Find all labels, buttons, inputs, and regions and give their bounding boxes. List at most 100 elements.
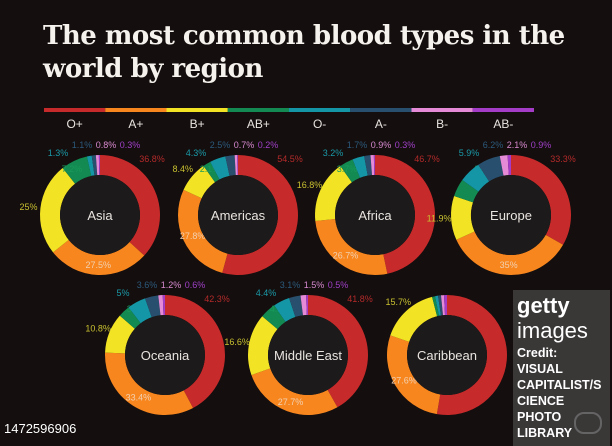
credit-text: Credit: VISUAL CAPITALIST/SCIENCE PHOTO L… <box>517 346 602 440</box>
data-label: 0.3% <box>120 140 141 150</box>
segment-AB- <box>162 295 165 316</box>
segment-A- <box>437 295 443 316</box>
data-label: 3.7% <box>337 164 358 174</box>
donut-hole <box>471 175 551 255</box>
segment-A+ <box>53 239 145 276</box>
segment-A+ <box>387 335 441 415</box>
segment-A- <box>364 155 372 176</box>
image-id: 1472596906 <box>4 421 77 436</box>
segment-AB+ <box>62 156 92 184</box>
data-label: 16.8% <box>297 180 323 190</box>
region-label: Americas <box>211 208 266 223</box>
data-label: 27.8% <box>180 231 206 241</box>
data-label: 3.2% <box>323 148 344 158</box>
legend-label: O+ <box>66 117 82 131</box>
donut-hole <box>60 175 140 255</box>
data-label: 2.5% <box>210 140 231 150</box>
segment-B+ <box>105 315 135 354</box>
segment-B+ <box>390 296 438 342</box>
legend-swatch-B+ <box>166 108 228 112</box>
data-label: 35% <box>500 260 518 270</box>
data-label: 27.7% <box>278 397 304 407</box>
segment-B+ <box>451 196 475 240</box>
data-label: 42.3% <box>204 294 230 304</box>
segment-O+ <box>308 295 369 408</box>
segment-B+ <box>39 168 76 253</box>
data-label: 46.7% <box>414 154 440 164</box>
legend-swatch-O- <box>289 108 351 112</box>
segment-B- <box>499 155 509 176</box>
donut-hole <box>335 175 415 255</box>
legend-label: AB- <box>493 117 513 131</box>
data-label: 27.5% <box>86 260 112 270</box>
getty-watermark: getty images Credit: VISUAL CAPITALIST/SCI… <box>513 290 610 446</box>
donut-hole <box>407 315 487 395</box>
legend-swatch-A+ <box>105 108 167 112</box>
segment-AB+ <box>432 296 440 317</box>
segment-O+ <box>100 155 161 256</box>
data-label: 1.2% <box>161 280 182 290</box>
data-label: 11.9% <box>427 214 452 224</box>
legend-label: B+ <box>190 117 205 131</box>
segment-O+ <box>222 155 298 275</box>
donut-middle-east: 41.8%27.7%16.6%4.3%4.4%3.1%1.5%0.5%Middl… <box>224 280 373 416</box>
region-label: Middle East <box>274 348 342 363</box>
region-label: Europe <box>490 208 532 223</box>
data-label: 3.6% <box>137 280 158 290</box>
data-label: 2.1% <box>507 140 528 150</box>
segment-A- <box>289 295 303 318</box>
segment-B- <box>95 155 100 176</box>
data-label: 0.6% <box>185 280 206 290</box>
segment-AB- <box>237 155 238 176</box>
data-label: 25% <box>19 202 37 212</box>
segment-AB+ <box>340 159 361 183</box>
segment-O- <box>352 155 368 178</box>
data-label: 4.4% <box>256 288 277 298</box>
data-label: 33.4% <box>126 392 152 402</box>
segment-A+ <box>105 352 194 415</box>
region-label: Oceania <box>141 348 190 363</box>
data-label: 5.9% <box>459 148 480 158</box>
data-label: 10.8% <box>85 323 111 333</box>
data-label: 0.2% <box>258 140 279 150</box>
segment-AB+ <box>203 161 220 183</box>
data-label: 0.5% <box>328 280 349 290</box>
segment-B+ <box>183 165 215 199</box>
data-label: 7.2% <box>62 164 83 174</box>
data-label: 8.4% <box>172 164 193 174</box>
segment-O+ <box>436 295 508 416</box>
segment-O- <box>435 295 441 316</box>
segment-O+ <box>375 155 436 274</box>
donut-hole <box>268 315 348 395</box>
segment-A+ <box>251 368 338 416</box>
segment-O- <box>210 156 230 180</box>
segment-B- <box>300 295 307 316</box>
getty-mask-icon <box>574 412 602 434</box>
segment-AB- <box>507 155 511 176</box>
data-label: 15.7% <box>385 297 411 307</box>
segment-O+ <box>511 155 571 245</box>
data-label: 27.6% <box>391 375 417 385</box>
segment-A+ <box>456 231 564 276</box>
segment-AB- <box>443 295 447 316</box>
data-label: 0.9% <box>371 140 392 150</box>
data-label: 1.7% <box>347 140 368 150</box>
data-label: 3.1% <box>280 280 301 290</box>
segment-AB- <box>373 155 375 176</box>
segment-B+ <box>315 166 352 222</box>
segment-A+ <box>315 219 388 275</box>
donut-caribbean: 27.6% 15.7% Caribbean <box>385 295 508 416</box>
data-label: 36.8% <box>139 154 165 164</box>
legend-label: AB+ <box>247 117 270 131</box>
legend-swatch-AB+ <box>227 108 289 112</box>
data-label: 2.1% <box>200 164 221 174</box>
legend-label: B- <box>436 117 448 131</box>
data-label: 6.2% <box>483 140 504 150</box>
segment-A+ <box>178 189 228 273</box>
data-label: 5% <box>116 288 129 298</box>
segment-O- <box>128 298 152 324</box>
donut-hole <box>198 175 278 255</box>
legend-label: A+ <box>128 117 143 131</box>
data-label: 33.3% <box>550 154 576 164</box>
